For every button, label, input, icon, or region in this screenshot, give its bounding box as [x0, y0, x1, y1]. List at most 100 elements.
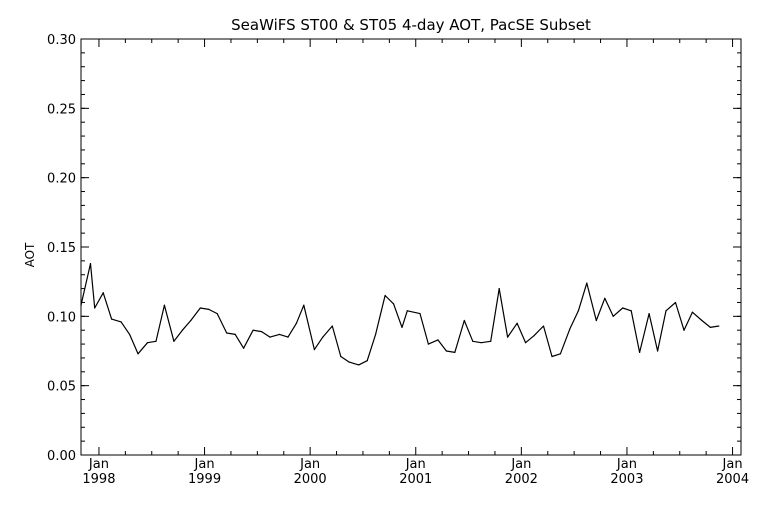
data-point — [234, 333, 236, 335]
data-point — [559, 353, 562, 355]
data-point — [322, 336, 324, 338]
data-point — [612, 315, 614, 317]
data-point — [190, 319, 192, 322]
x-tick-year-label: 2003 — [610, 472, 643, 487]
data-point — [586, 282, 588, 284]
data-point — [683, 329, 685, 331]
data-point — [146, 342, 149, 344]
data-point — [89, 263, 92, 265]
data-point — [155, 340, 157, 342]
data-point — [278, 333, 281, 335]
y-axis-label: AOT — [23, 242, 37, 267]
x-tick-year-label: 2004 — [716, 472, 749, 487]
series-lines — [80, 263, 720, 366]
data-point — [340, 355, 342, 358]
data-point — [303, 304, 305, 306]
x-tick-month-label: Jan — [88, 457, 109, 472]
data-point — [313, 349, 315, 351]
data-point — [648, 312, 650, 315]
y-tick-label: 0.15 — [47, 241, 76, 256]
x-tick-year-label: 2002 — [505, 472, 538, 487]
data-point — [674, 301, 677, 304]
data-point — [384, 294, 386, 297]
data-point — [604, 297, 606, 299]
data-point — [569, 328, 571, 330]
data-point — [701, 319, 703, 322]
data-point — [437, 339, 439, 341]
data-point — [181, 329, 183, 331]
x-tick-month-label: Jan — [722, 457, 743, 472]
x-tick-month-label: Jan — [616, 457, 637, 472]
data-point — [406, 310, 408, 312]
data-point — [252, 329, 254, 331]
data-point — [366, 360, 368, 362]
series-line-1 — [80, 263, 719, 366]
data-point — [691, 311, 694, 313]
data-point — [226, 332, 228, 334]
data-point — [533, 335, 535, 337]
data-point — [392, 303, 395, 305]
data-point — [516, 322, 518, 324]
y-tick-label: 0.00 — [47, 449, 76, 464]
x-tick-year-label: 1998 — [82, 472, 115, 487]
data-point — [137, 353, 139, 355]
data-point — [120, 321, 122, 323]
x-tick-year-label: 1999 — [188, 472, 221, 487]
data-point — [507, 336, 509, 338]
y-tick-label: 0.30 — [47, 33, 76, 48]
x-tick-year-label: 2001 — [399, 472, 432, 487]
data-point — [260, 330, 263, 333]
data-point — [630, 310, 632, 312]
data-point — [419, 312, 421, 315]
data-point — [656, 350, 659, 352]
y-tick-label: 0.05 — [47, 380, 76, 395]
data-point — [542, 325, 545, 327]
data-point — [128, 333, 131, 335]
data-point — [524, 342, 527, 344]
data-point — [358, 364, 360, 366]
data-point — [445, 350, 447, 352]
data-point — [595, 319, 597, 322]
data-point — [163, 304, 166, 306]
data-point — [102, 292, 104, 294]
data-point — [551, 355, 553, 358]
data-point — [709, 326, 711, 329]
data-point — [348, 361, 350, 363]
data-point — [480, 342, 482, 344]
data-point — [208, 308, 210, 310]
data-point — [622, 307, 624, 309]
x-tick-month-label: Jan — [194, 457, 215, 472]
data-point — [94, 307, 96, 309]
data-point — [454, 351, 456, 353]
data-point — [498, 288, 500, 290]
data-point — [173, 340, 175, 342]
x-tick-month-label: Jan — [405, 457, 426, 472]
x-tick-month-label: Jan — [510, 457, 531, 472]
data-point — [111, 318, 113, 320]
data-point — [401, 326, 403, 329]
data-point — [490, 340, 492, 342]
x-tick-month-label: Jan — [299, 457, 320, 472]
data-point — [472, 340, 474, 342]
x-axis: Jan1998Jan1999Jan2000Jan2001Jan2002Jan20… — [82, 39, 749, 487]
data-point — [639, 351, 641, 353]
data-point — [331, 325, 333, 327]
data-point — [243, 347, 245, 349]
data-point — [665, 310, 667, 312]
data-point — [295, 322, 298, 324]
data-point — [287, 336, 289, 338]
data-point — [199, 307, 201, 309]
y-tick-label: 0.10 — [47, 310, 76, 325]
y-tick-label: 0.20 — [47, 172, 76, 187]
data-point — [577, 310, 579, 312]
data-point — [216, 312, 218, 315]
x-tick-year-label: 2000 — [294, 472, 327, 487]
data-point — [718, 325, 720, 327]
chart-title: SeaWiFS ST00 & ST05 4-day AOT, PacSE Sub… — [231, 16, 591, 34]
data-point — [427, 343, 430, 345]
plot-frame — [80, 38, 742, 456]
data-point — [375, 333, 377, 335]
data-point — [463, 319, 465, 322]
y-tick-label: 0.25 — [47, 102, 76, 117]
